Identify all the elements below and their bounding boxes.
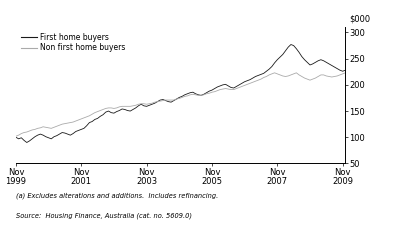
- Legend: First home buyers, Non first home buyers: First home buyers, Non first home buyers: [20, 31, 127, 54]
- Text: $000: $000: [349, 14, 371, 23]
- Text: (a) Excludes alterations and additions.  Includes refinancing.: (a) Excludes alterations and additions. …: [16, 192, 218, 199]
- Text: Source:  Housing Finance, Australia (cat. no. 5609.0): Source: Housing Finance, Australia (cat.…: [16, 213, 192, 220]
